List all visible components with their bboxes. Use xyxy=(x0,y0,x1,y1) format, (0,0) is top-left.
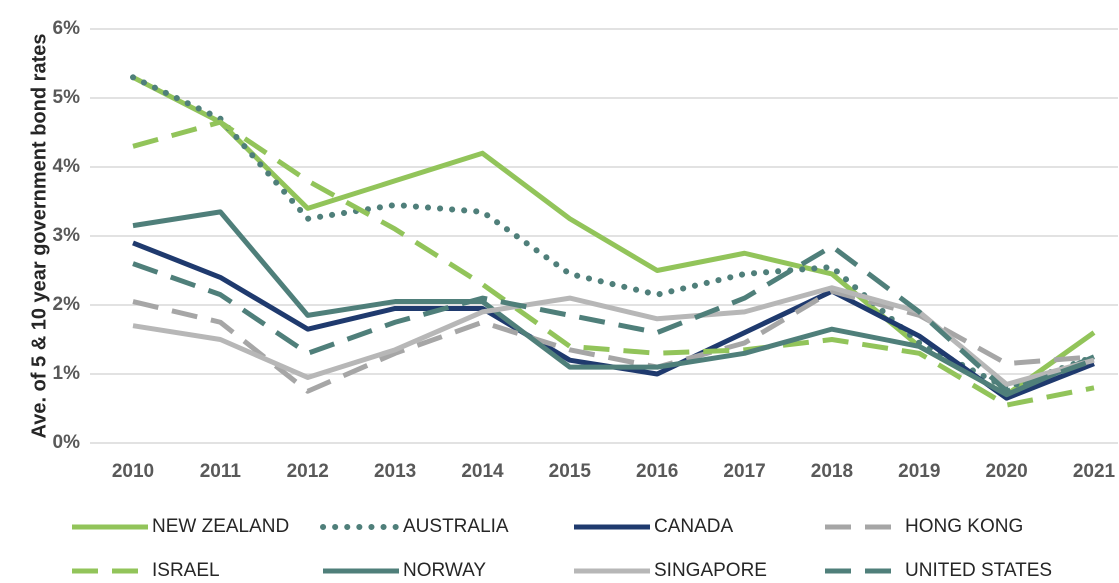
legend-label: UNITED STATES xyxy=(905,560,1052,581)
series-line xyxy=(132,288,1095,394)
series-line xyxy=(132,119,1095,408)
series-line xyxy=(132,240,1095,401)
x-tick-label: 2014 xyxy=(461,461,504,482)
series-line xyxy=(130,74,1097,391)
y-tick-label: 3% xyxy=(53,225,81,246)
x-tick-label: 2020 xyxy=(985,461,1027,482)
legend-label: CANADA xyxy=(654,516,734,537)
legend-label: HONG KONG xyxy=(905,516,1023,537)
x-tick-label: 2016 xyxy=(636,461,678,482)
y-tick-label: 5% xyxy=(53,87,81,108)
y-tick-label: 2% xyxy=(53,294,81,315)
series-line xyxy=(132,209,1095,398)
x-tick-label: 2013 xyxy=(374,461,416,482)
x-tick-label: 2018 xyxy=(811,461,853,482)
x-tick-label: 2012 xyxy=(287,461,329,482)
y-tick-label: 0% xyxy=(53,432,81,453)
legend-label: ISRAEL xyxy=(152,560,220,581)
x-tick-label: 2010 xyxy=(112,461,154,482)
x-tick-label: 2011 xyxy=(200,461,242,482)
series-line xyxy=(132,243,1095,394)
legend-label: NORWAY xyxy=(403,560,486,581)
y-tick-label: 4% xyxy=(53,156,81,177)
y-tick-label: 1% xyxy=(53,363,81,384)
legend-label: SINGAPORE xyxy=(654,560,767,581)
y-tick-label: 6% xyxy=(53,18,81,39)
y-axis-label: Ave. of 5 & 10 year government bond rate… xyxy=(28,34,50,439)
x-tick-label: 2017 xyxy=(723,461,765,482)
x-tick-label: 2021 xyxy=(1073,461,1116,482)
x-tick-label: 2019 xyxy=(898,461,940,482)
x-tick-label: 2015 xyxy=(549,461,592,482)
legend-label: AUSTRALIA xyxy=(403,516,509,537)
legend-label: NEW ZEALAND xyxy=(152,516,289,537)
